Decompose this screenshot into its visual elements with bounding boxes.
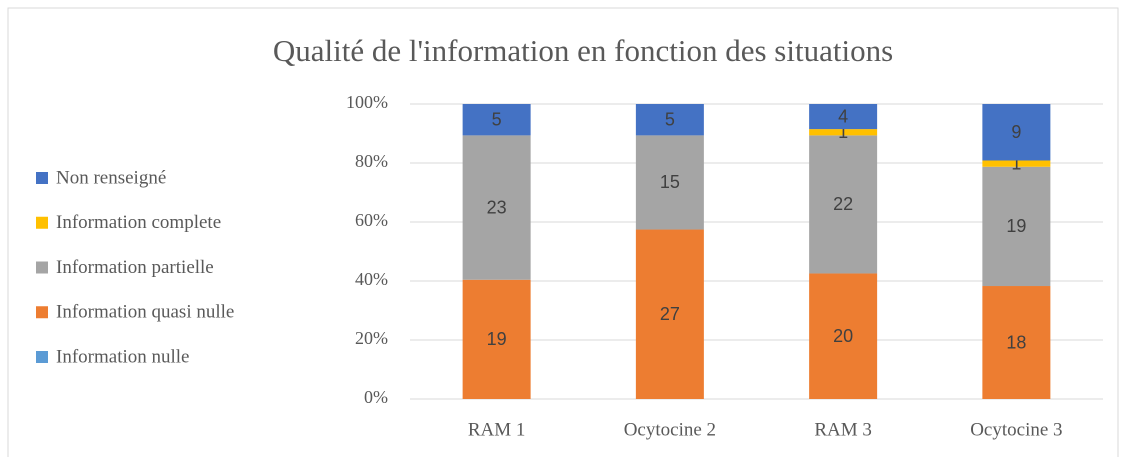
legend-swatch (36, 172, 48, 184)
data-label: 9 (1011, 122, 1021, 142)
legend-label: Non renseigné (56, 167, 166, 188)
legend-swatch (36, 216, 48, 229)
bar-segment (635, 229, 704, 399)
y-tick-label: 20% (355, 328, 388, 348)
legend-label: Information partielle (56, 257, 214, 278)
bar-segment (982, 104, 1051, 161)
bar-segment (462, 135, 531, 280)
bar-segment (982, 166, 1051, 287)
data-label: 19 (1006, 216, 1026, 236)
data-label: 5 (492, 109, 502, 129)
y-tick-label: 80% (355, 151, 388, 171)
x-tick-label: Ocytocine 2 (624, 419, 716, 440)
bar-segment (635, 104, 704, 136)
y-tick-label: 40% (355, 269, 388, 289)
bar-segment (809, 273, 878, 399)
bar-segment (982, 160, 1051, 167)
legend-swatch (36, 261, 48, 274)
x-tick-label: RAM 3 (814, 419, 872, 440)
x-tick-label: Ocytocine 3 (970, 419, 1062, 440)
data-label: 19 (487, 329, 507, 349)
data-label: 1 (838, 122, 848, 142)
bar-segment (462, 279, 531, 399)
legend-swatch (36, 306, 48, 319)
chart-title: Qualité de l'information en fonction des… (273, 33, 893, 68)
bar-segment (635, 135, 704, 230)
bar-segment (462, 104, 531, 136)
y-tick-label: 100% (346, 92, 388, 112)
data-label: 27 (660, 304, 680, 324)
bar-segment (809, 129, 878, 136)
data-label: 18 (1006, 332, 1026, 352)
bar-segment (809, 135, 878, 274)
data-label: 15 (660, 172, 680, 192)
legend-label: Information quasi nulle (56, 302, 234, 323)
y-tick-label: 60% (355, 210, 388, 230)
y-tick-label: 0% (364, 387, 388, 407)
data-label: 4 (838, 106, 848, 126)
data-label: 1 (1011, 153, 1021, 173)
x-tick-label: RAM 1 (468, 419, 526, 440)
data-label: 5 (665, 109, 675, 129)
data-label: 20 (833, 326, 853, 346)
chart-border (7, 7, 1119, 457)
legend-label: Information complete (56, 212, 221, 233)
data-label: 23 (487, 197, 507, 217)
legend-label: Information nulle (56, 346, 190, 367)
legend-swatch (36, 351, 48, 363)
data-label: 22 (833, 194, 853, 214)
bar-segment (809, 104, 878, 130)
bar-segment (982, 286, 1051, 399)
